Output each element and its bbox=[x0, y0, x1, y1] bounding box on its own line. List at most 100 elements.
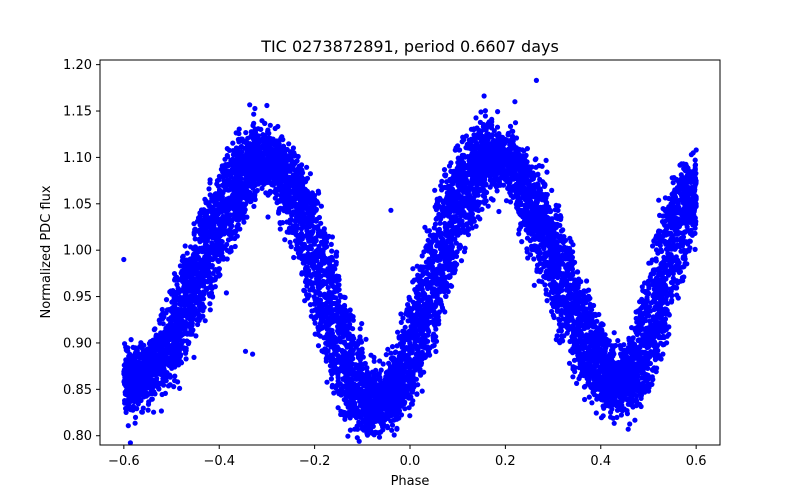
data-point bbox=[265, 214, 271, 220]
data-point bbox=[550, 312, 556, 318]
data-point bbox=[400, 315, 406, 321]
data-point bbox=[177, 385, 183, 391]
data-point bbox=[398, 319, 404, 325]
data-point bbox=[614, 414, 620, 420]
data-point bbox=[536, 278, 542, 284]
data-point bbox=[542, 282, 548, 288]
data-point bbox=[202, 318, 208, 324]
data-point bbox=[299, 241, 305, 248]
data-point bbox=[347, 415, 353, 421]
data-point bbox=[586, 287, 592, 293]
data-point bbox=[438, 183, 444, 189]
data-point bbox=[662, 316, 669, 322]
data-point bbox=[172, 373, 178, 379]
data-point bbox=[507, 123, 514, 129]
data-point bbox=[363, 336, 369, 342]
data-point bbox=[277, 226, 283, 232]
data-point bbox=[491, 128, 497, 134]
data-point bbox=[262, 132, 268, 139]
data-point bbox=[415, 382, 421, 388]
data-point bbox=[197, 217, 203, 223]
data-point bbox=[275, 123, 281, 130]
data-point bbox=[145, 407, 151, 413]
data-point bbox=[593, 410, 599, 416]
data-point bbox=[215, 183, 221, 189]
data-point bbox=[236, 126, 242, 132]
data-point bbox=[196, 236, 202, 242]
data-point bbox=[678, 248, 684, 254]
data-point bbox=[354, 423, 360, 429]
data-point bbox=[410, 266, 416, 272]
data-point bbox=[391, 432, 397, 438]
data-point bbox=[376, 434, 383, 440]
data-point bbox=[471, 126, 477, 132]
data-point bbox=[458, 258, 465, 264]
data-point bbox=[494, 124, 501, 130]
data-point bbox=[675, 280, 681, 286]
data-point bbox=[368, 352, 374, 358]
data-point bbox=[482, 108, 488, 114]
data-point bbox=[530, 176, 537, 182]
data-point bbox=[380, 361, 386, 367]
data-point bbox=[582, 396, 588, 403]
data-point bbox=[361, 427, 367, 433]
data-point bbox=[507, 199, 514, 205]
data-point bbox=[329, 234, 335, 240]
data-point bbox=[406, 405, 412, 411]
data-point bbox=[584, 278, 590, 284]
data-point bbox=[479, 206, 485, 212]
data-point bbox=[559, 333, 565, 339]
data-point bbox=[136, 390, 142, 396]
data-point bbox=[549, 308, 555, 315]
data-point bbox=[304, 164, 310, 170]
data-point bbox=[364, 430, 370, 436]
data-point bbox=[496, 208, 502, 215]
data-point bbox=[398, 311, 404, 317]
data-point bbox=[625, 426, 631, 432]
data-point bbox=[639, 304, 646, 310]
data-point bbox=[409, 401, 415, 407]
data-point bbox=[158, 408, 164, 414]
data-point bbox=[228, 224, 234, 231]
data-point bbox=[589, 400, 595, 406]
data-point bbox=[163, 297, 170, 303]
data-point bbox=[224, 152, 230, 159]
data-point bbox=[419, 253, 425, 259]
data-point bbox=[660, 351, 666, 357]
data-point bbox=[433, 326, 439, 332]
data-point bbox=[571, 357, 578, 363]
data-point bbox=[151, 409, 157, 415]
data-point bbox=[243, 130, 249, 136]
data-point bbox=[439, 178, 445, 184]
data-point bbox=[345, 433, 351, 439]
data-point bbox=[566, 360, 573, 366]
data-point bbox=[455, 155, 461, 161]
data-point bbox=[318, 203, 324, 209]
data-point bbox=[650, 243, 656, 249]
data-point bbox=[335, 405, 341, 411]
data-point bbox=[574, 380, 580, 386]
data-point bbox=[671, 217, 677, 224]
data-point bbox=[259, 185, 265, 191]
data-point bbox=[618, 345, 624, 352]
data-point bbox=[184, 250, 190, 256]
data-point bbox=[328, 376, 334, 382]
data-point bbox=[305, 251, 311, 257]
data-point bbox=[359, 321, 365, 327]
data-point bbox=[600, 403, 606, 409]
data-point bbox=[487, 177, 493, 183]
data-point bbox=[251, 203, 257, 209]
data-point bbox=[224, 241, 230, 248]
data-point bbox=[328, 241, 334, 247]
data-point bbox=[389, 427, 395, 433]
data-point bbox=[433, 348, 439, 355]
data-point bbox=[238, 144, 244, 150]
data-point bbox=[227, 249, 233, 255]
data-point bbox=[388, 350, 394, 356]
data-point bbox=[462, 245, 468, 251]
data-point bbox=[658, 279, 664, 285]
data-point bbox=[338, 308, 344, 315]
data-point bbox=[202, 196, 208, 202]
data-point bbox=[576, 376, 582, 382]
